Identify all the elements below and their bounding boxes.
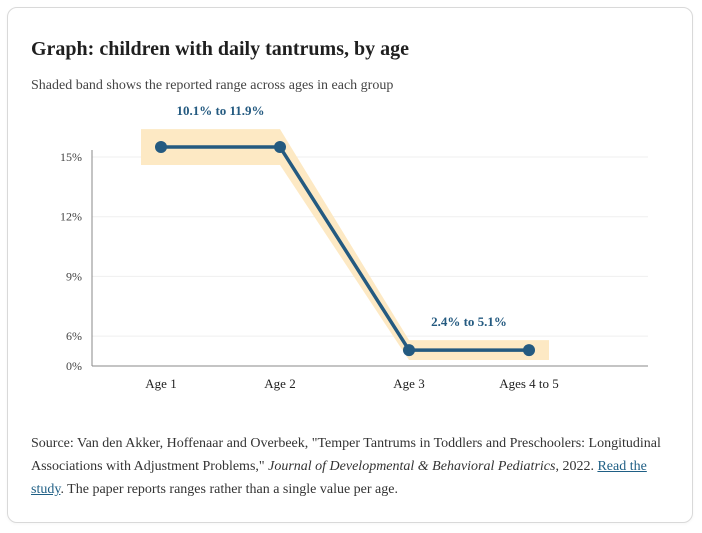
- y-tick-label-1: 6%: [66, 329, 82, 343]
- y-tick-label-3: 12%: [60, 210, 82, 224]
- data-point-3: [523, 344, 535, 357]
- series-line: [161, 145, 529, 352]
- range-band: [141, 129, 549, 361]
- source-journal: Journal of Developmental & Behavioral Pe…: [268, 459, 556, 474]
- chart-title: Graph: children with daily tantrums, by …: [31, 38, 409, 60]
- data-point-1: [274, 141, 286, 154]
- source-mid: , 2022.: [555, 459, 598, 474]
- source-prefix: Source: Van den Akker, Hoffenaar and Ove…: [31, 436, 661, 474]
- y-tick-label-0: 0%: [66, 359, 82, 373]
- data-point-0: [155, 141, 167, 154]
- y-tick-label-2: 9%: [66, 269, 82, 283]
- range-label-1: 2.4% to 5.1%: [431, 314, 507, 329]
- data-point-2: [403, 344, 415, 357]
- x-tick-label-3: Ages 4 to 5: [499, 376, 559, 391]
- chart-subtitle: Shaded band shows the reported range acr…: [31, 78, 394, 93]
- x-tick-label-1: Age 2: [264, 376, 295, 391]
- range-label-0: 10.1% to 11.9%: [176, 103, 264, 118]
- source-note: Source: Van den Akker, Hoffenaar and Ove…: [31, 432, 661, 501]
- x-tick-label-2: Age 3: [393, 376, 424, 391]
- y-tick-label-4: 15%: [60, 150, 82, 164]
- x-tick-label-0: Age 1: [145, 376, 176, 391]
- source-suffix: . The paper reports ranges rather than a…: [60, 482, 398, 497]
- read-study-link[interactable]: Read the study: [31, 459, 647, 497]
